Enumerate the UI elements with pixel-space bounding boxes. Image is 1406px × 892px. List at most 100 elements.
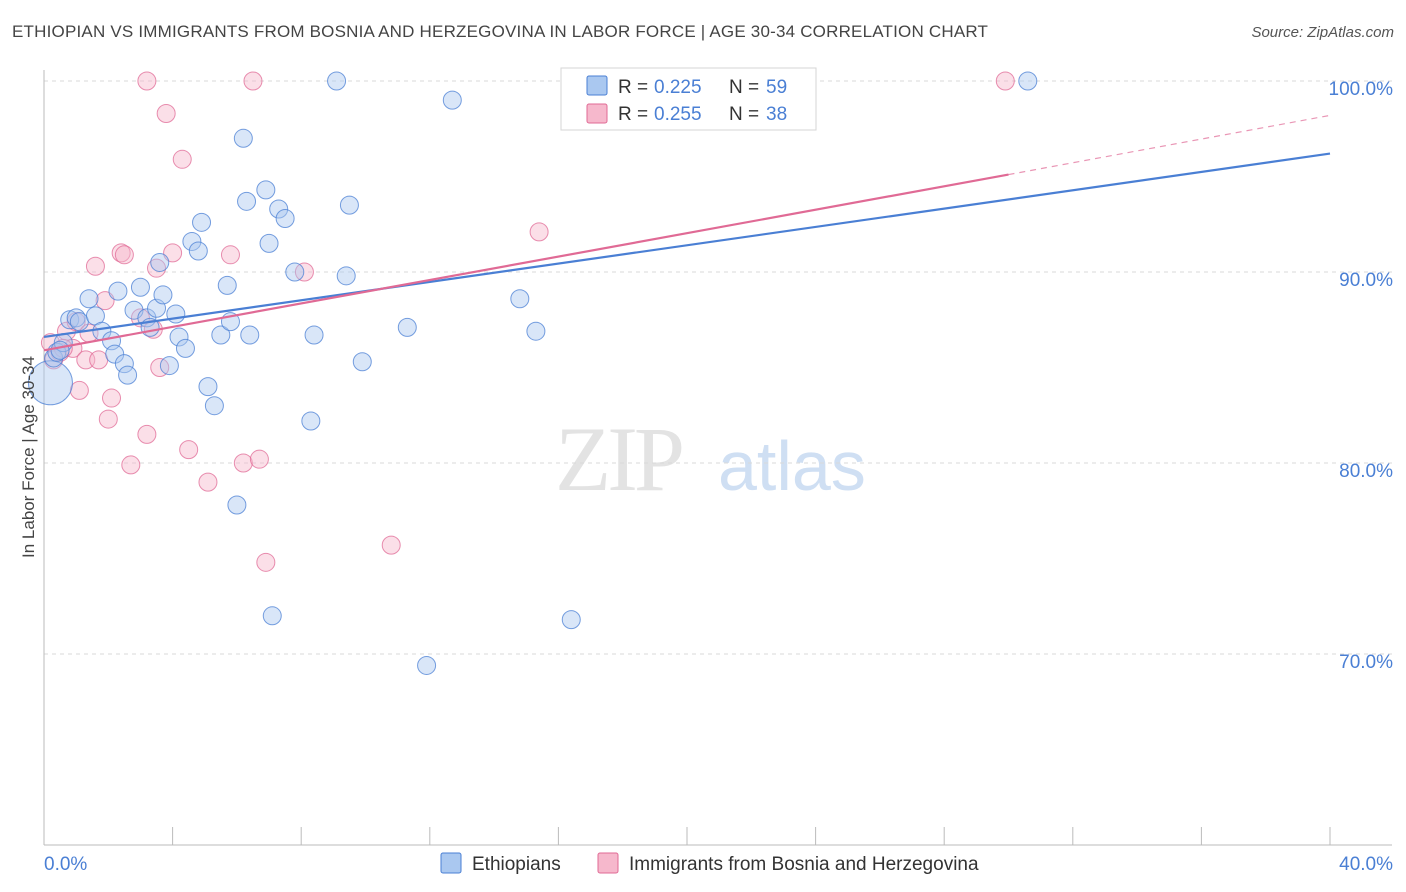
data-point (102, 388, 122, 408)
y-tick-label: 70.0% (1339, 652, 1393, 673)
y-tick-label: 100.0% (1329, 79, 1394, 100)
data-point (175, 338, 195, 358)
data-point (217, 275, 237, 295)
data-point (204, 396, 224, 416)
legend-r-label: R = (618, 104, 648, 125)
data-point (397, 317, 417, 337)
data-point (198, 472, 218, 492)
data-point (269, 199, 289, 219)
data-point (249, 449, 269, 469)
y-axis-label: In Labor Force | Age 30-34 (19, 356, 38, 558)
data-point (561, 610, 581, 630)
legend-r-value: 0.255 (654, 104, 702, 125)
data-point (118, 365, 138, 385)
data-point (510, 289, 530, 309)
legend-swatch-pink (586, 103, 608, 124)
data-point (304, 325, 324, 345)
data-point (233, 128, 253, 148)
axes (43, 70, 1392, 846)
data-point (89, 350, 109, 370)
trend-line-ethiopians (43, 152, 1331, 339)
data-point (233, 453, 253, 473)
data-point (188, 241, 208, 261)
watermark-atlas: atlas (718, 427, 866, 505)
trend-lines (43, 114, 1331, 352)
series-ethiopians-points (27, 71, 1038, 675)
legend-n-label: N = (729, 104, 759, 125)
data-point (262, 606, 282, 626)
data-point (352, 352, 372, 372)
watermark: ZIP atlas (555, 408, 866, 510)
data-point (237, 191, 257, 211)
data-point (130, 277, 150, 297)
trend-line-bosnia-extension (1008, 114, 1331, 176)
data-point (179, 440, 199, 460)
data-point (243, 71, 263, 91)
chart-title: ETHIOPIAN VS IMMIGRANTS FROM BOSNIA AND … (12, 22, 989, 41)
data-point (150, 252, 170, 272)
data-point (301, 411, 321, 431)
data-point (256, 552, 276, 572)
legend-n-value: 38 (766, 104, 787, 125)
data-point (150, 358, 170, 377)
data-point (275, 209, 295, 229)
data-point (85, 256, 105, 276)
data-point (153, 285, 173, 305)
legend-ethiopians-label: Ethiopians (472, 854, 561, 875)
data-point (327, 71, 347, 91)
data-point (156, 103, 176, 123)
data-point (1018, 71, 1038, 91)
data-point (339, 195, 359, 215)
series-legend: Ethiopians Immigrants from Bosnia and He… (440, 852, 979, 875)
data-point (240, 325, 260, 345)
trend-line-bosnia (43, 173, 1009, 352)
data-point (27, 360, 73, 406)
legend-bosnia-label: Immigrants from Bosnia and Herzegovina (629, 854, 979, 875)
data-point (220, 245, 240, 265)
series-bosnia-points (40, 71, 1015, 572)
gridlines (44, 80, 1392, 655)
data-point (198, 377, 218, 397)
data-point (336, 266, 356, 286)
x-tick-label: 40.0% (1339, 854, 1393, 875)
legend-ethiopians-swatch (440, 852, 462, 874)
data-point (227, 495, 247, 515)
y-tick-label: 80.0% (1339, 461, 1393, 482)
data-point (172, 149, 192, 169)
data-point (147, 258, 167, 278)
data-point (529, 222, 549, 242)
data-point (526, 321, 546, 341)
data-point (417, 655, 437, 675)
data-point (66, 308, 86, 328)
data-point (60, 310, 80, 330)
data-point (182, 231, 202, 251)
data-point (69, 380, 89, 400)
legend-n-label: N = (729, 77, 759, 98)
data-point (137, 424, 157, 444)
legend-r-value: 0.225 (654, 77, 702, 98)
data-point (108, 281, 128, 301)
data-point (69, 312, 89, 332)
data-point (163, 243, 183, 263)
data-point (159, 356, 179, 376)
data-point (111, 243, 131, 263)
data-point (79, 289, 99, 309)
data-point (259, 233, 279, 253)
data-point (381, 535, 401, 555)
data-point (285, 262, 305, 282)
data-point (114, 245, 134, 265)
data-point (294, 262, 314, 282)
legend-swatch-blue (586, 75, 608, 96)
data-point (442, 90, 462, 110)
data-point (192, 212, 212, 232)
watermark-zip: ZIP (555, 408, 682, 510)
source-label: Source: ZipAtlas.com (1251, 24, 1394, 41)
data-point (211, 325, 231, 345)
data-point (114, 354, 134, 374)
data-point (121, 455, 141, 475)
legend-bosnia-swatch (597, 852, 619, 874)
data-point (50, 340, 70, 360)
data-point (137, 71, 157, 91)
data-point (169, 327, 189, 347)
x-tick-labels: 0.0% 40.0% (44, 854, 1393, 875)
